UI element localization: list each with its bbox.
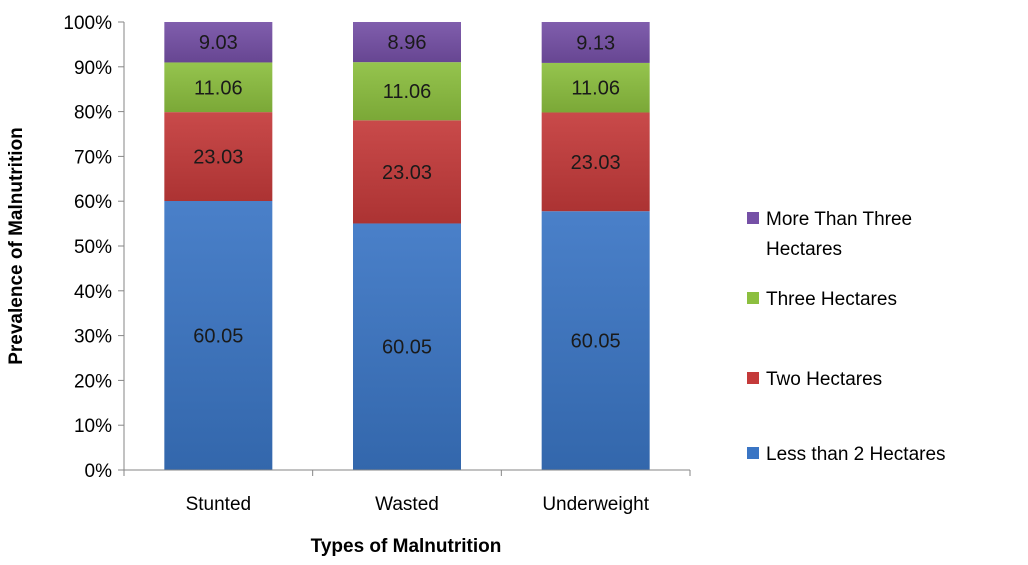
bar-segment	[164, 22, 273, 63]
legend-swatch	[747, 292, 759, 304]
data-label: 60.05	[571, 331, 621, 353]
legend-swatch	[747, 447, 759, 459]
y-tick-label: 20%	[74, 371, 112, 392]
y-axis: 0% 10% 20% 30% 40% 50% 60% 70% 80% 90% 100%	[63, 13, 125, 482]
bar-segment	[164, 201, 273, 470]
bar-segment	[353, 62, 461, 121]
data-label: 11.06	[383, 81, 432, 103]
data-label: 23.03	[193, 147, 243, 169]
data-label: 60.05	[193, 326, 243, 348]
y-tick-label: 80%	[74, 103, 112, 124]
y-tick-label: 90%	[74, 58, 112, 79]
bar-segment	[541, 211, 650, 470]
y-tick-label: 40%	[74, 282, 112, 303]
data-label: 11.06	[571, 78, 620, 100]
x-axis: Stunted Wasted Underweight	[123, 469, 691, 515]
y-tick-label: 60%	[74, 192, 112, 213]
bar-segment	[353, 223, 461, 470]
bar-segment	[353, 120, 461, 224]
legend-label: Less than 2 Hectares	[766, 444, 946, 465]
bars: 60.05 23.03 11.06 9.03 60.05 23.03 11.06 8.96 60…	[164, 22, 650, 470]
legend-label: Two Hectares	[766, 369, 882, 390]
data-label: 23.03	[571, 152, 621, 174]
y-tick-label: 0%	[85, 461, 113, 482]
legend: More Than Three Hectares Three Hectares Two…	[747, 209, 946, 465]
y-tick-label: 70%	[74, 147, 112, 168]
x-tick-label: Underweight	[542, 494, 649, 515]
legend-label: Hectares	[766, 239, 842, 260]
legend-swatch	[747, 212, 759, 224]
y-tick-label: 10%	[74, 416, 112, 437]
data-label: 9.13	[576, 32, 615, 54]
data-label: 11.06	[194, 77, 243, 99]
bar-segment	[541, 22, 650, 63]
bar-segment	[353, 22, 461, 63]
bar-segment	[164, 62, 273, 113]
y-tick-label: 100%	[63, 13, 112, 34]
legend-swatch	[747, 372, 759, 384]
bar-segment	[164, 112, 273, 202]
bar-segment	[541, 112, 650, 212]
y-tick-label: 30%	[74, 327, 112, 348]
y-axis-title: Prevalence of Malnutrition	[6, 127, 27, 365]
x-tick-label: Stunted	[186, 494, 252, 515]
data-label: 23.03	[382, 162, 432, 184]
legend-label: More Than Three	[766, 209, 912, 230]
y-tick-label: 50%	[74, 237, 112, 258]
bar-segment	[541, 62, 650, 113]
legend-label: Three Hectares	[766, 289, 897, 310]
data-label: 8.96	[388, 32, 427, 54]
x-axis-title: Types of Malnutrition	[311, 536, 502, 557]
data-label: 9.03	[199, 32, 238, 54]
data-label: 60.05	[382, 337, 432, 359]
x-tick-label: Wasted	[375, 494, 439, 515]
